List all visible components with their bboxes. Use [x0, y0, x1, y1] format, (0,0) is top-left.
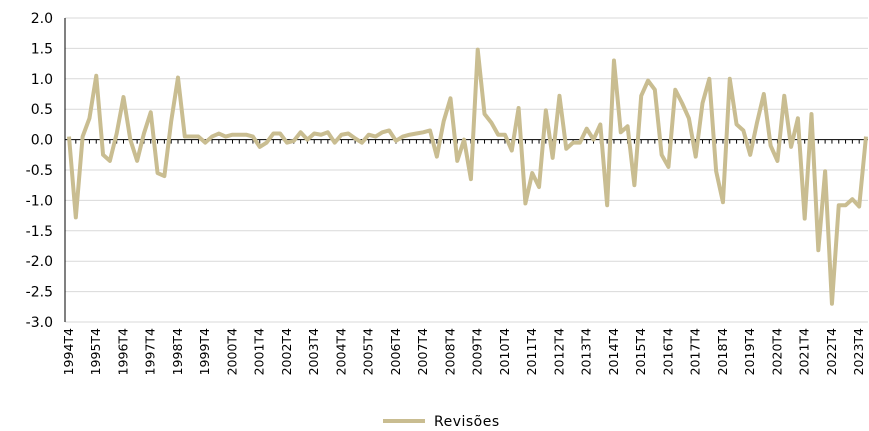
- x-tick-label: 2001T4: [252, 328, 267, 375]
- x-tick-label: 2013T4: [579, 328, 594, 375]
- legend: Revisões: [383, 414, 500, 430]
- y-tick-label: -1.0: [26, 193, 53, 209]
- x-tick-label: 2009T4: [470, 328, 485, 375]
- x-tick-label: 2007T4: [415, 328, 430, 375]
- x-tick-label: 1997T4: [143, 328, 158, 375]
- x-tick-label: 1995T4: [88, 328, 103, 375]
- y-tick-label: -2.5: [26, 285, 53, 301]
- x-tick-label: 2011T4: [524, 328, 539, 375]
- y-tick-label: -3.0: [26, 315, 53, 331]
- series-line-revisoes: [67, 47, 868, 306]
- y-tick-label: -2.0: [26, 254, 53, 270]
- x-tick-label: 2006T4: [388, 328, 403, 375]
- x-tick-label: 2016T4: [660, 328, 675, 375]
- x-tick-label: 2002T4: [279, 328, 294, 375]
- plot-area: [67, 47, 868, 306]
- x-tick-label: 2017T4: [688, 328, 703, 375]
- y-tick-label: 0.5: [31, 102, 53, 118]
- x-tick-label: 2000T4: [224, 328, 239, 375]
- x-tick-label: 2019T4: [742, 328, 757, 375]
- y-tick-label: -0.5: [26, 163, 53, 179]
- y-tick-label: -1.5: [26, 224, 53, 240]
- x-tick-label: 2020T4: [769, 328, 784, 375]
- legend-label-revisoes: Revisões: [434, 414, 500, 430]
- x-tick-label: 2021T4: [797, 328, 812, 375]
- x-tick-label: 1996T4: [115, 328, 130, 375]
- x-tick-label: 2015T4: [633, 328, 648, 375]
- x-tick-label: 2010T4: [497, 328, 512, 375]
- y-tick-label: 1.5: [31, 41, 53, 57]
- y-axis: 2.0 1.5 1.0 0.5 0.0 -0.5 -1.0 -1.5 -2.0 -2.5 -3.0: [26, 11, 66, 331]
- x-tick-label: 2022T4: [824, 328, 839, 375]
- x-tick-label: 2023T4: [851, 328, 866, 375]
- x-tick-label: 2018T4: [715, 328, 730, 375]
- x-tick-label: 2003T4: [306, 328, 321, 375]
- x-tick-label: 2008T4: [442, 328, 457, 375]
- gridlines: [65, 17, 868, 323]
- x-axis: 1994T4 1995T4 1996T4 1997T4 1998T4 1999T4 2000…: [61, 139, 868, 375]
- y-tick-label: 1.0: [31, 72, 53, 88]
- x-tick-label: 1998T4: [170, 328, 185, 375]
- x-tick-label: 1994T4: [61, 328, 76, 375]
- x-tick-label: 2004T4: [333, 328, 348, 375]
- x-tick-label: 2014T4: [606, 328, 621, 375]
- x-tick-label: 2012T4: [551, 328, 566, 375]
- x-tick-label: 1999T4: [197, 328, 212, 375]
- x-tick-label: 2005T4: [361, 328, 376, 375]
- y-tick-label: 0.0: [31, 133, 53, 149]
- y-tick-label: 2.0: [31, 11, 53, 27]
